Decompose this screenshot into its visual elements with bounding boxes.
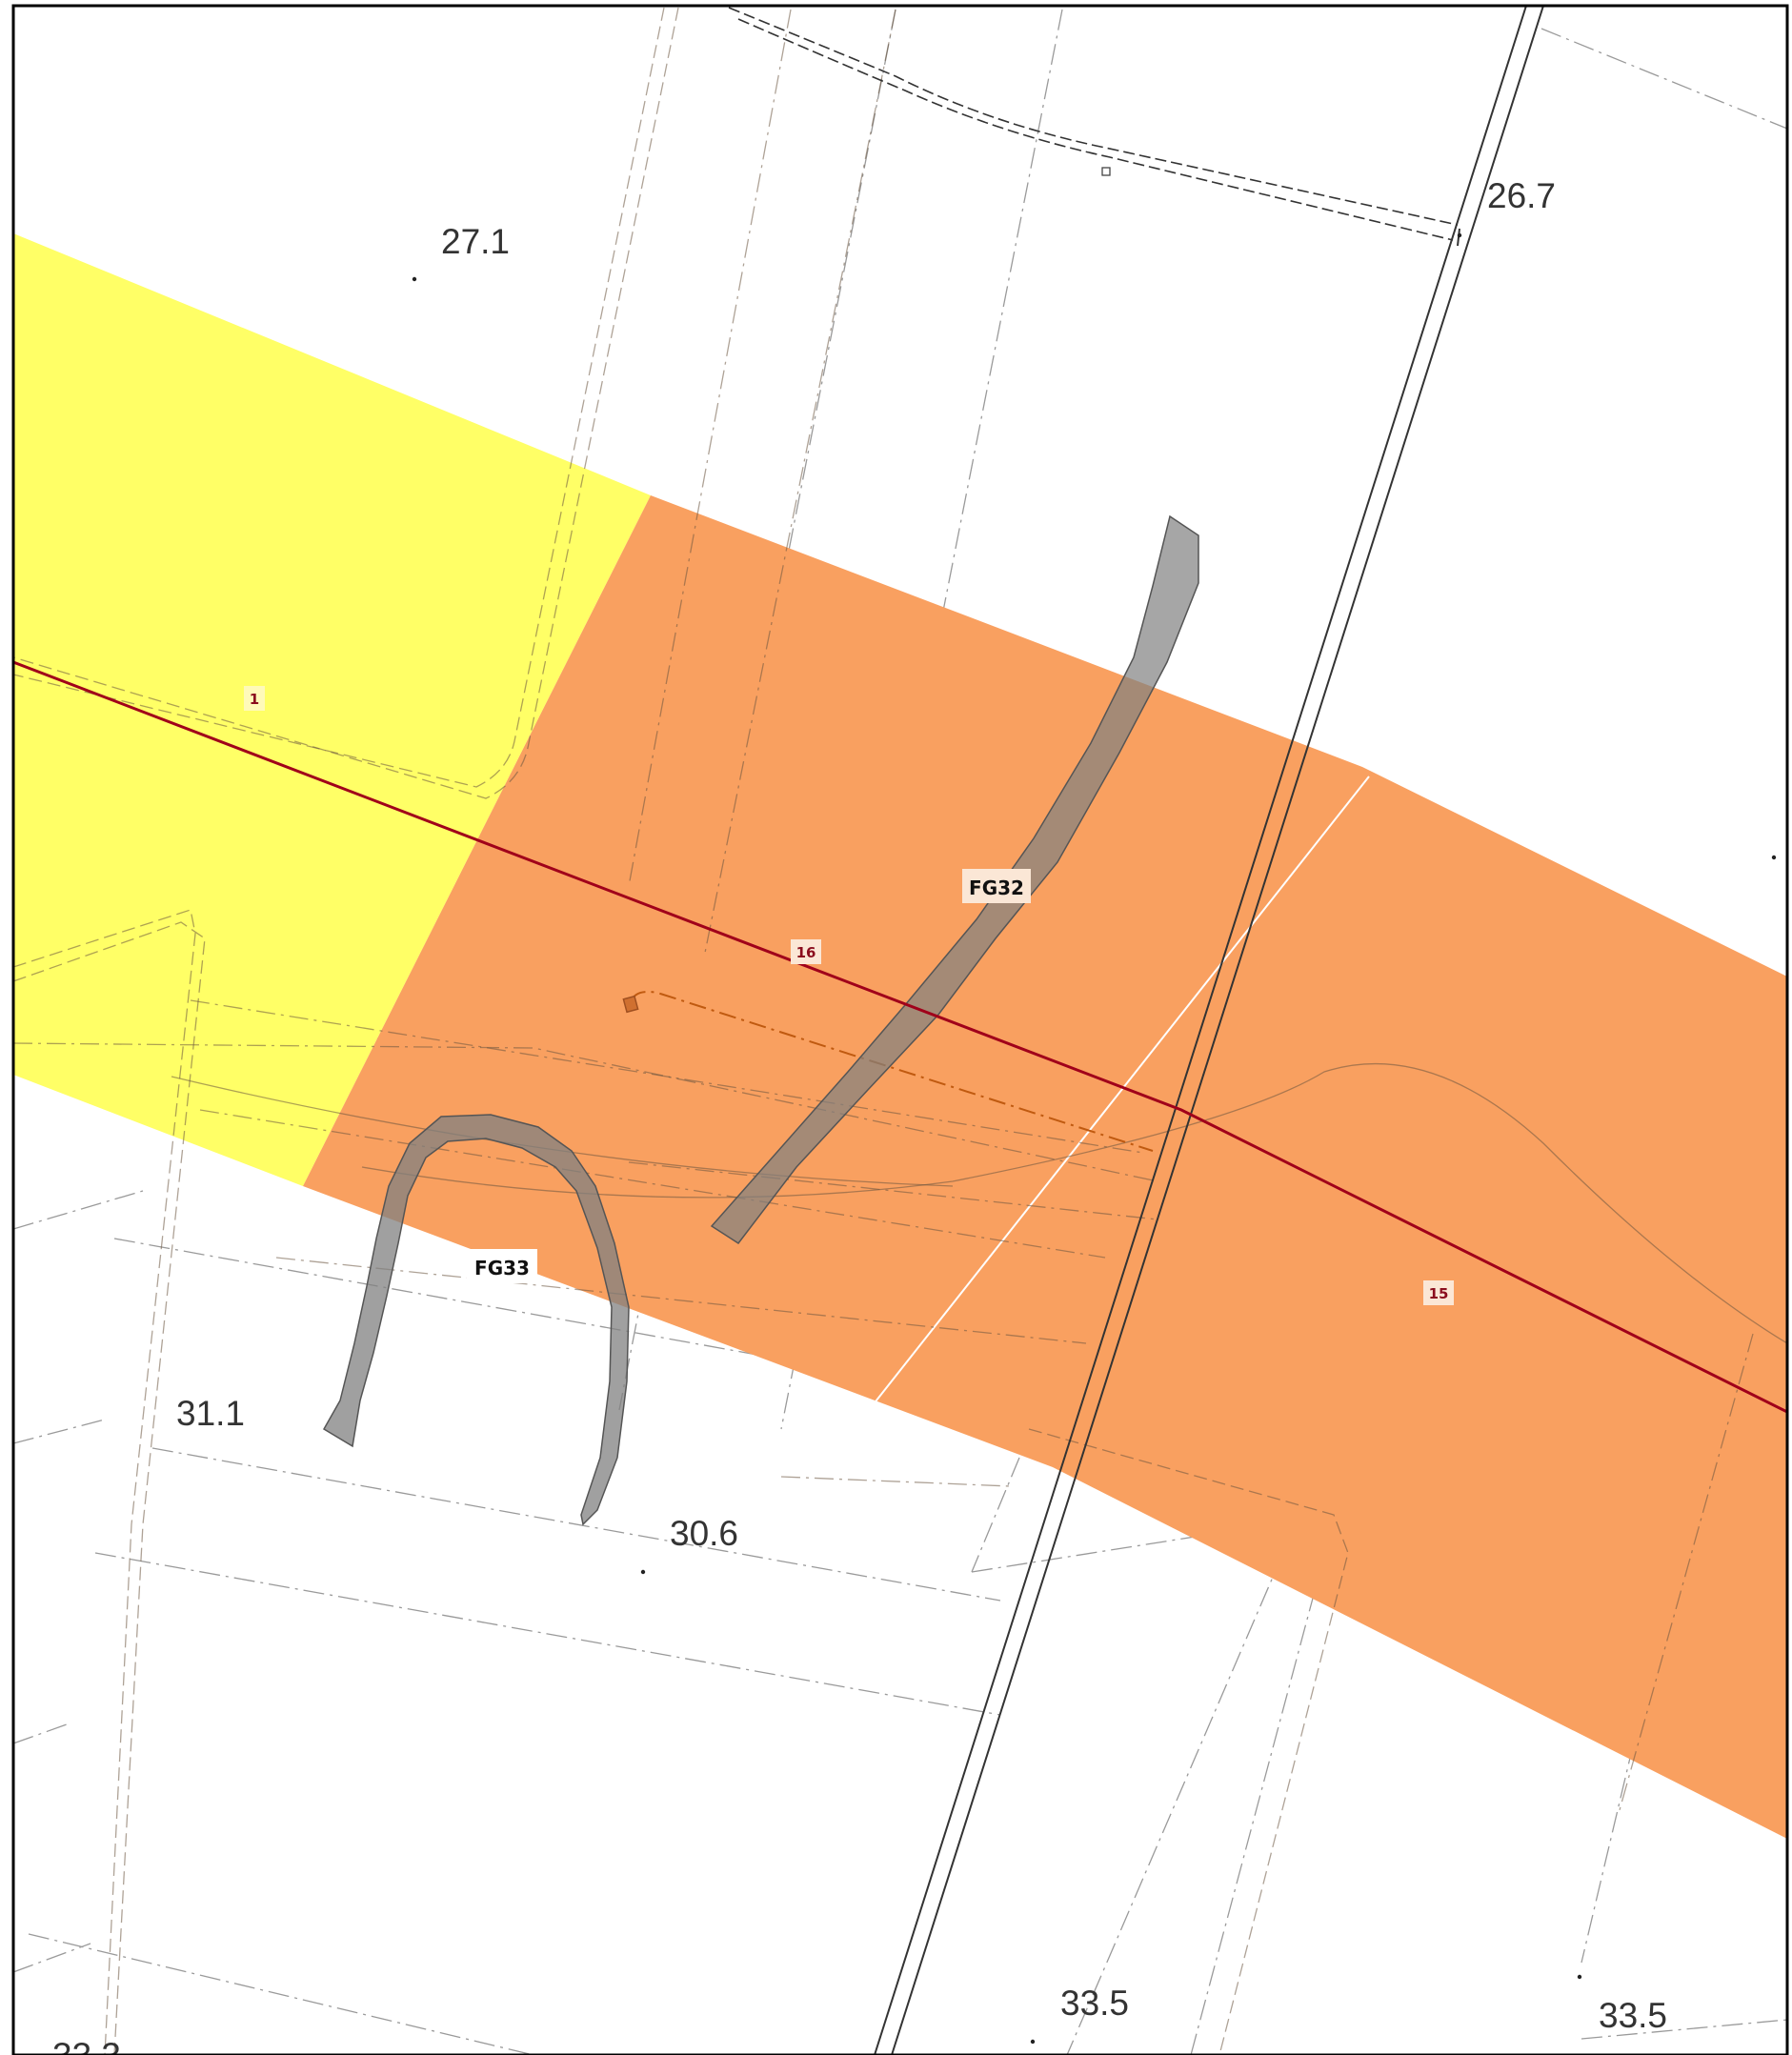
- marker-square: [1101, 167, 1111, 176]
- fg32-label-bg: [962, 869, 1031, 903]
- zone-orange[interactable]: [303, 495, 1787, 1839]
- elevation-label: 31.1: [176, 1394, 245, 1433]
- elevation-label: 33.3: [52, 2036, 121, 2055]
- main-road: [874, 6, 1544, 2055]
- zone-divider: [868, 776, 1370, 1411]
- elevation-label: 26.7: [1487, 176, 1556, 215]
- pipe-node: [622, 995, 639, 1014]
- route-label-15: 15: [1429, 1285, 1449, 1302]
- route-label-1-bg: [244, 686, 265, 711]
- elevation-dots: [412, 232, 1777, 2045]
- map-frame-border: [11, 4, 1789, 2055]
- zone-yellow[interactable]: [13, 233, 651, 1186]
- route-label-16: 16: [796, 944, 816, 961]
- fg32-label: FG32: [969, 876, 1024, 899]
- parcel-lines-over: [13, 7, 1787, 2055]
- elevation-label: 27.1: [441, 222, 510, 261]
- route-label-1: 1: [250, 691, 259, 708]
- route-line[interactable]: [13, 660, 1787, 1414]
- fg33-label-bg: [467, 1249, 537, 1283]
- elevation-label: 33.5: [1060, 1984, 1129, 2023]
- feature-fg32-shape[interactable]: [710, 514, 1199, 1245]
- feature-fg33-shape[interactable]: [322, 1114, 630, 1526]
- route-label-16-bg: [791, 939, 821, 964]
- elevation-label: 30.6: [670, 1514, 738, 1553]
- top-road: [728, 7, 1459, 241]
- elevation-label: 33.5: [1599, 1996, 1667, 2035]
- route-label-15-bg: [1423, 1280, 1454, 1305]
- fg33-label: FG33: [474, 1257, 530, 1279]
